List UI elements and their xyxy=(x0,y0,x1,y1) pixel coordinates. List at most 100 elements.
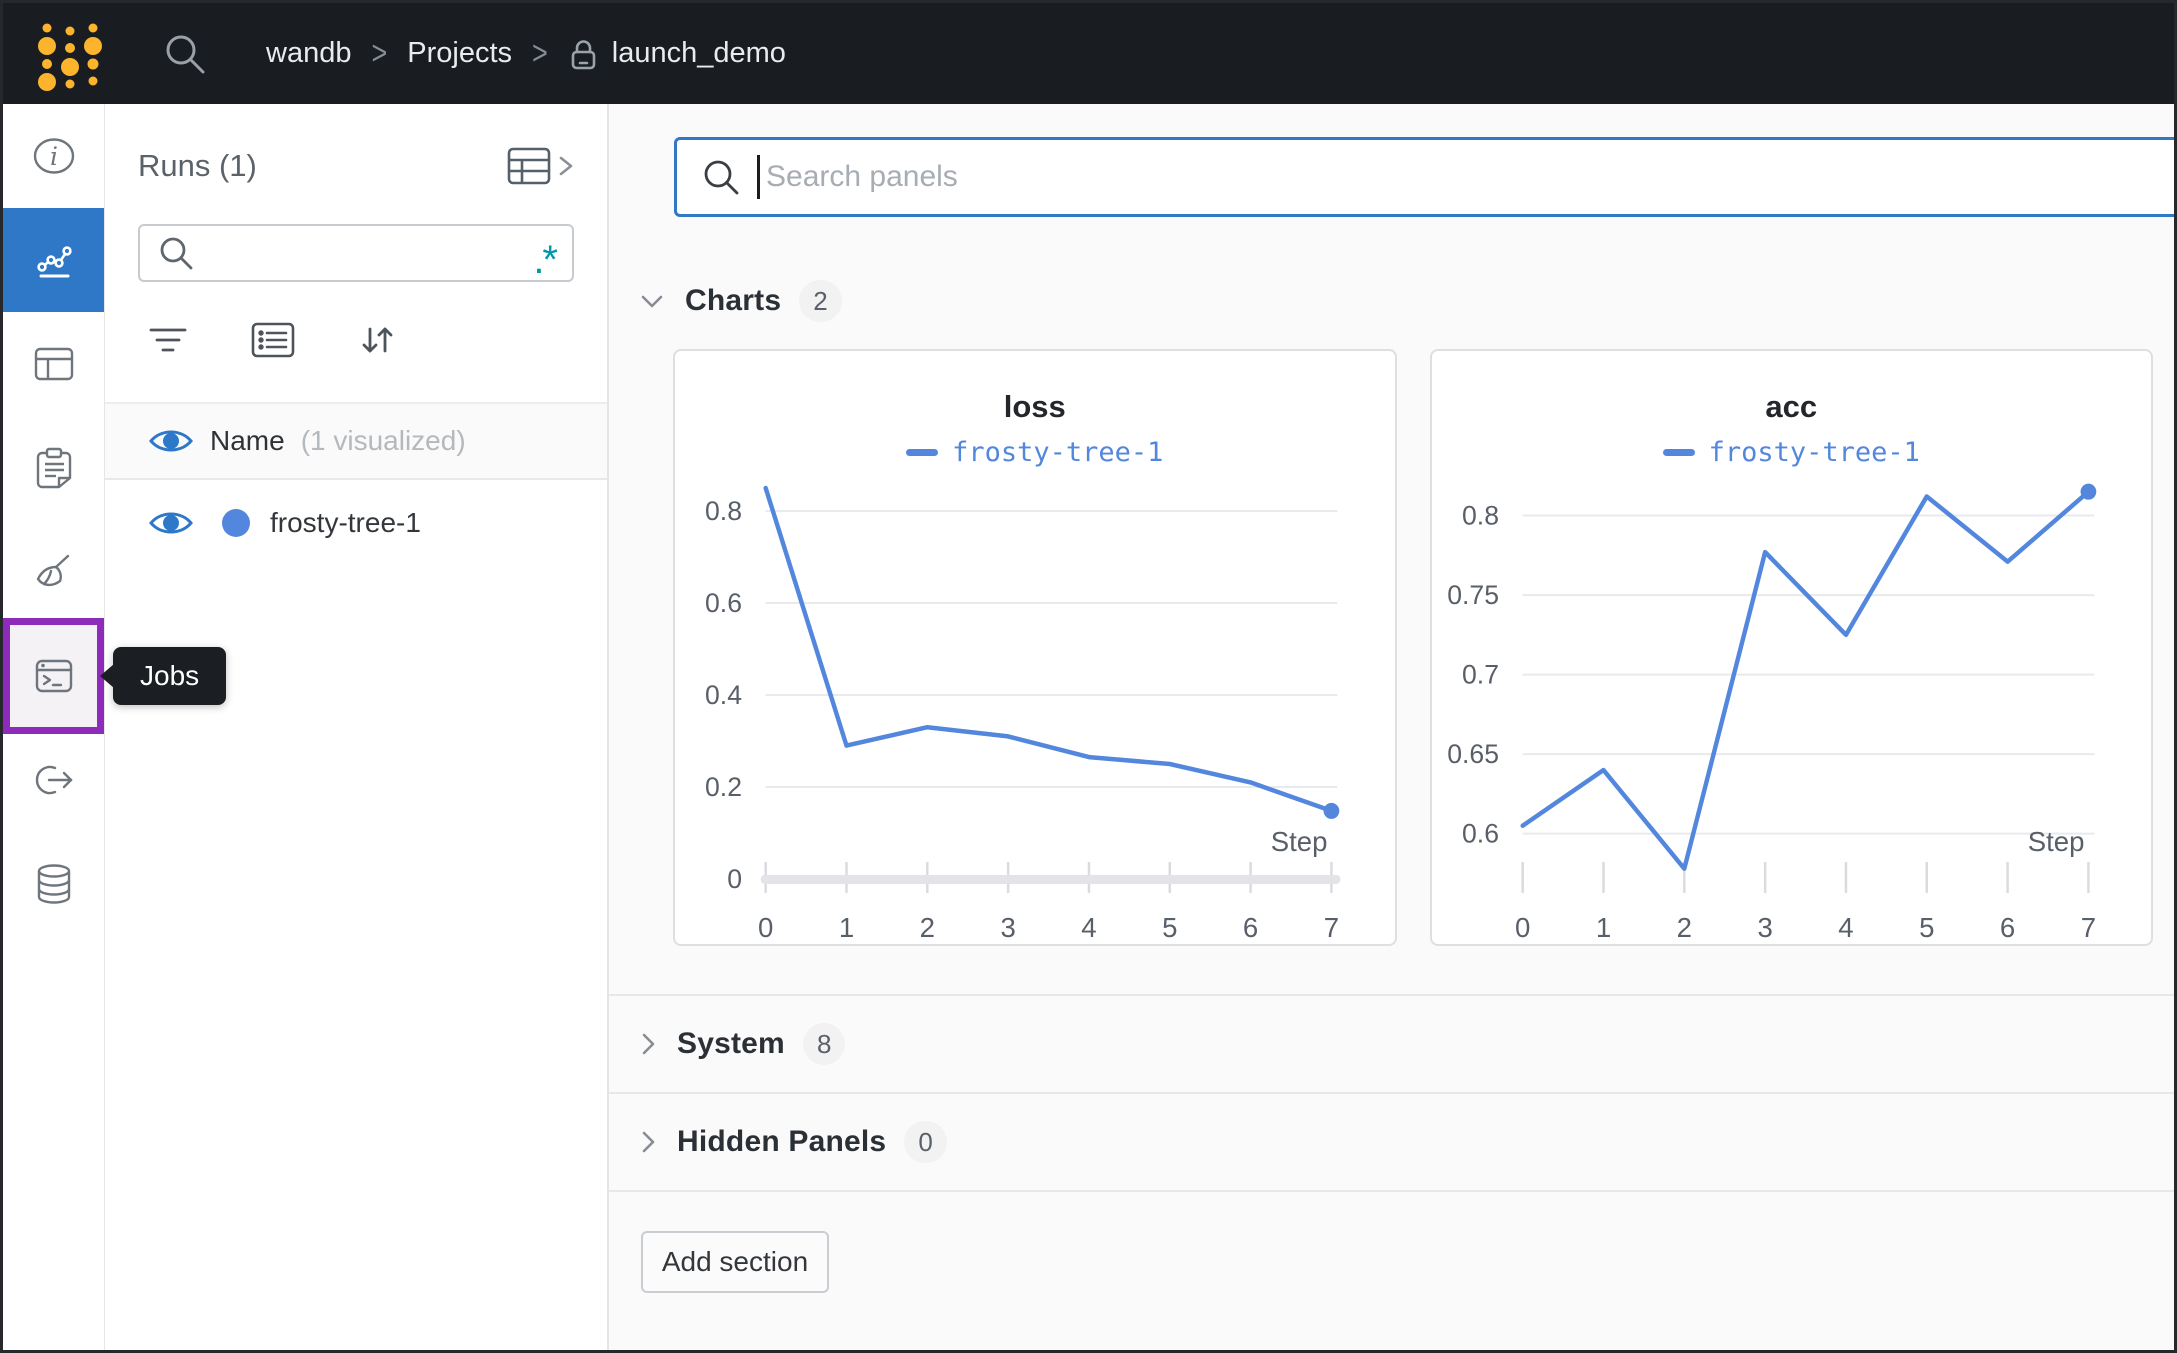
broom-icon xyxy=(36,554,69,587)
runs-title: Runs (1) xyxy=(138,148,257,183)
section-header-system: System 8 xyxy=(609,994,2174,1092)
svg-text:0: 0 xyxy=(758,912,773,943)
section-label-system[interactable]: System xyxy=(677,1027,785,1060)
breadcrumb-entity[interactable]: wandb xyxy=(266,37,352,69)
lock-icon xyxy=(571,39,596,69)
chevron-down-icon[interactable] xyxy=(637,290,667,312)
breadcrumb-separator: > xyxy=(532,34,548,72)
runs-search-input[interactable]: .* xyxy=(138,224,574,282)
breadcrumb-separator: > xyxy=(371,34,388,72)
regex-toggle[interactable]: .* xyxy=(533,238,558,282)
top-nav-bar: wandb > Projects > launch_demo xyxy=(3,3,2174,104)
svg-text:3: 3 xyxy=(1757,912,1772,943)
section-count-badge: 8 xyxy=(802,1023,846,1065)
section-header-charts: Charts 2 xyxy=(609,280,2174,322)
runs-panel: Runs (1) .* xyxy=(105,104,609,1350)
chart-panel-acc[interactable]: acc frosty-tree-1 0.6 0.65 0.7 0.75 0.8 0 1 2 3 4… xyxy=(1429,349,2153,946)
sidebar-item-launch[interactable] xyxy=(3,728,104,832)
svg-text:0.6: 0.6 xyxy=(1462,818,1499,848)
expand-runs-table-button[interactable] xyxy=(507,146,577,186)
sidebar-item-workspace[interactable] xyxy=(3,208,104,312)
svg-text:4: 4 xyxy=(1081,912,1096,943)
svg-text:0.75: 0.75 xyxy=(1447,580,1499,610)
eye-visible-icon[interactable] xyxy=(148,507,194,539)
svg-text:2: 2 xyxy=(1676,912,1691,943)
sidebar-item-logs[interactable] xyxy=(3,416,104,520)
svg-text:0.8: 0.8 xyxy=(1462,500,1499,530)
breadcrumb-projects[interactable]: Projects xyxy=(407,37,513,69)
panel-search-input[interactable] xyxy=(766,160,2174,194)
table-icon xyxy=(34,347,73,381)
sidebar-item-jobs[interactable]: Jobs xyxy=(3,618,227,734)
line-chart: 0 0.2 0.4 0.6 0.8 0 1 2 3 4 5 6 7 Step xyxy=(675,471,1395,944)
runs-panel-header: Runs (1) xyxy=(105,142,607,190)
svg-text:5: 5 xyxy=(1162,912,1177,943)
app-body: i xyxy=(3,104,2174,1350)
legend-run-label: frosty-tree-1 xyxy=(1708,436,1920,468)
chart-legend: frosty-tree-1 xyxy=(1432,435,2152,469)
svg-text:0.65: 0.65 xyxy=(1447,739,1499,769)
section-label-hidden-panels[interactable]: Hidden Panels xyxy=(677,1125,887,1158)
add-section-button[interactable]: Add section xyxy=(641,1231,829,1293)
text-cursor xyxy=(757,155,760,199)
info-icon: i xyxy=(33,138,74,174)
sidebar-item-table[interactable] xyxy=(3,312,104,416)
svg-text:6: 6 xyxy=(1243,912,1258,943)
svg-text:1: 1 xyxy=(839,912,854,943)
chevron-right-icon[interactable] xyxy=(637,1029,659,1059)
section-count-badge: 0 xyxy=(904,1121,947,1163)
filter-button[interactable] xyxy=(147,324,189,356)
sidebar-item-sweeps[interactable] xyxy=(3,520,104,624)
eye-visible-icon[interactable] xyxy=(148,425,194,457)
section-header-hidden-panels: Hidden Panels 0 xyxy=(609,1092,2174,1190)
chart-title: loss xyxy=(1003,389,1066,424)
list-icon xyxy=(251,322,295,358)
workspace-main: Charts 2 loss frosty-tree-1 0 0.2 0.4 0.6 0.… xyxy=(609,104,2174,1350)
sidebar-item-overview[interactable]: i xyxy=(3,104,104,208)
svg-text:4: 4 xyxy=(1838,912,1853,943)
svg-text:1: 1 xyxy=(1595,912,1610,943)
chart-legend: frosty-tree-1 xyxy=(675,435,1395,469)
legend-dash-icon xyxy=(906,448,939,456)
sidebar-item-artifacts[interactable] xyxy=(3,832,104,936)
svg-text:Step: Step xyxy=(1271,826,1328,857)
line-chart: 0.6 0.65 0.7 0.75 0.8 0 1 2 3 4 5 6 7 Step xyxy=(1432,471,2152,944)
panel-search-box[interactable] xyxy=(674,137,2174,217)
sort-button[interactable] xyxy=(357,321,397,359)
run-color-dot xyxy=(222,509,250,537)
svg-text:Step: Step xyxy=(2027,826,2084,857)
chevron-right-icon xyxy=(559,156,573,176)
run-row[interactable]: frosty-tree-1 xyxy=(105,480,607,566)
search-icon xyxy=(160,237,193,270)
section-label-charts[interactable]: Charts xyxy=(685,284,782,317)
chevron-right-icon[interactable] xyxy=(637,1127,659,1157)
jobs-tooltip: Jobs xyxy=(100,647,227,705)
chart-title: acc xyxy=(1765,389,1818,424)
divider xyxy=(609,1190,2174,1192)
svg-text:6: 6 xyxy=(1999,912,2014,943)
runs-toolbar xyxy=(105,316,607,364)
runs-table-icon xyxy=(507,147,551,185)
run-name: frosty-tree-1 xyxy=(270,507,421,538)
link-arrow-icon xyxy=(35,765,73,795)
chart-panel-loss[interactable]: loss frosty-tree-1 0 0.2 0.4 0.6 0.8 0 1 2 3 4 5 6 7… xyxy=(673,349,1397,946)
column-name-label: Name xyxy=(210,425,285,456)
wandb-logo-icon[interactable] xyxy=(30,17,110,91)
svg-text:0.6: 0.6 xyxy=(705,588,742,618)
runs-columns-header[interactable]: Name (1 visualized) xyxy=(105,404,607,480)
legend-dash-icon xyxy=(1662,448,1695,456)
tooltip-label: Jobs xyxy=(140,660,200,691)
charts-grid: loss frosty-tree-1 0 0.2 0.4 0.6 0.8 0 1 2 3 4 5 6 7… xyxy=(673,349,2153,946)
svg-text:0.7: 0.7 xyxy=(1462,659,1499,689)
left-sidebar: i xyxy=(3,104,227,1350)
svg-text:0.2: 0.2 xyxy=(705,772,742,802)
search-icon xyxy=(704,160,739,195)
svg-text:0.4: 0.4 xyxy=(705,680,742,710)
breadcrumb-project[interactable]: launch_demo xyxy=(611,37,786,69)
line-chart-icon xyxy=(36,246,72,278)
global-search-icon[interactable] xyxy=(162,31,208,77)
group-button[interactable] xyxy=(251,322,295,358)
sort-icon xyxy=(362,327,393,353)
svg-text:3: 3 xyxy=(1000,912,1015,943)
